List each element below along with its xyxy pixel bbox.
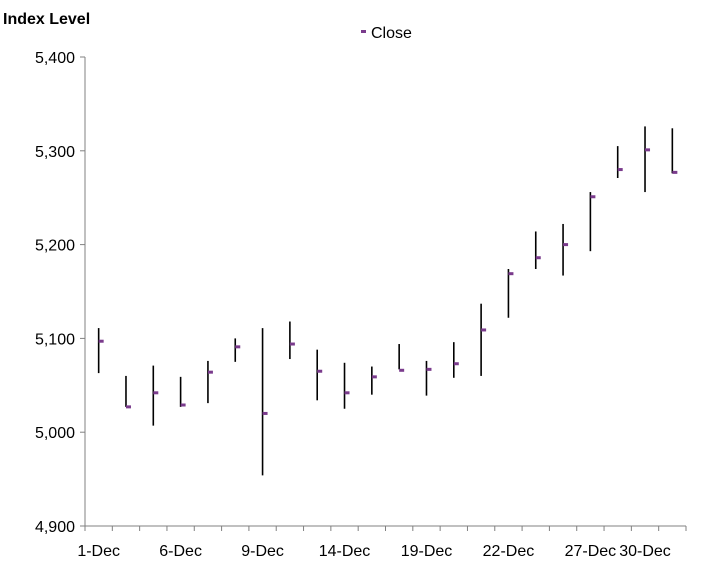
y-tick-label: 5,100: [35, 331, 75, 348]
x-tick-label: 30-Dec: [619, 543, 671, 560]
close-marker: [317, 369, 323, 373]
legend: Close: [361, 25, 412, 42]
y-tick-label: 5,000: [35, 425, 75, 442]
close-marker: [645, 148, 651, 152]
x-tick-label: 9-Dec: [241, 543, 284, 560]
y-tick-label: 5,300: [35, 144, 75, 161]
y-axis-title: Index Level: [3, 11, 90, 28]
x-tick-label: 6-Dec: [159, 543, 202, 560]
close-marker: [180, 403, 186, 407]
close-marker: [481, 328, 487, 332]
close-marker: [235, 345, 241, 349]
close-marker: [344, 391, 350, 395]
close-marker: [426, 367, 432, 371]
close-marker: [535, 256, 541, 260]
legend-close-marker: [361, 30, 366, 33]
x-tick-label: 19-Dec: [401, 543, 453, 560]
close-marker: [508, 272, 514, 276]
close-marker: [125, 405, 131, 409]
y-tick-label: 5,200: [35, 238, 75, 255]
x-tick-label: 1-Dec: [77, 543, 120, 560]
close-marker: [590, 195, 596, 199]
close-marker: [672, 170, 678, 174]
y-tick-label: 4,900: [35, 519, 75, 536]
x-tick-label: 27-Dec: [565, 543, 617, 560]
close-marker: [399, 368, 405, 372]
close-marker: [617, 168, 623, 172]
y-ticks: 4,900 5,000 5,100 5,200 5,300 5,400: [35, 50, 85, 536]
close-marker: [262, 411, 268, 415]
close-marker: [153, 391, 159, 395]
x-tick-label: 22-Dec: [483, 543, 535, 560]
close-marker: [289, 342, 295, 346]
x-tick-label: 14-Dec: [319, 543, 371, 560]
close-marker: [453, 362, 459, 366]
close-marker: [98, 339, 104, 343]
axes: [84, 57, 686, 527]
y-tick-label: 5,400: [35, 50, 75, 67]
close-marker: [563, 243, 569, 247]
close-marker: [371, 375, 377, 379]
price-marks: [97, 126, 678, 476]
legend-close-label: Close: [371, 25, 412, 42]
close-marker: [207, 370, 213, 374]
x-ticks: 1-Dec 6-Dec 9-Dec 14-Dec 19-Dec 22-Dec 27-Dec 3…: [77, 526, 687, 560]
